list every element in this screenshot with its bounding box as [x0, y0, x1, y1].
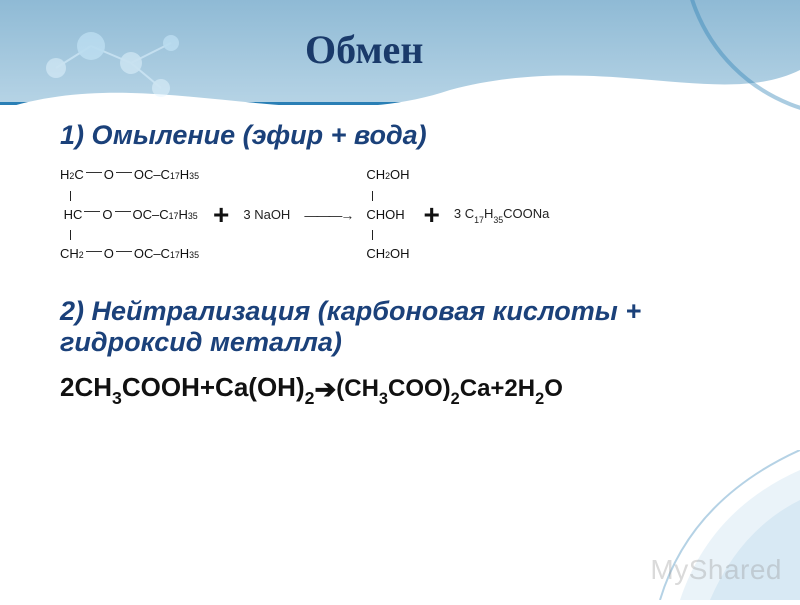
slide-content: 1) Омыление (эфир + вода) H2COOC–C17H35 … — [60, 120, 750, 407]
soap-product: 3 C17H35COONa — [454, 206, 550, 224]
eq-lhs1-sub: 3 — [112, 388, 122, 408]
plus-2: + — [418, 199, 446, 231]
section-1-text: Омыление (эфир + вода) — [92, 120, 427, 150]
eq-arrow: ➔ — [314, 374, 336, 405]
eq-rhs4: O — [544, 375, 563, 402]
section-1-heading: 1) Омыление (эфир + вода) — [60, 120, 750, 151]
molecule-decoration — [36, 28, 216, 98]
eq-lhs1: 2CH — [60, 372, 112, 402]
triglyceride-structure: H2COOC–C17H35 HCOOC–C17H35 CH2OOC–C17H35 — [60, 165, 199, 264]
watermark: MyShared — [650, 554, 782, 586]
eq-rhs2: COO) — [388, 375, 451, 402]
page-title: Обмен — [305, 26, 423, 73]
eq-rhs2-sub: 2 — [451, 390, 460, 408]
eq-lhs2: COOH+Ca(OH) — [122, 372, 305, 402]
eq-rhs1-sub: 3 — [379, 390, 388, 408]
eq-rhs3: Ca+2H — [460, 375, 535, 402]
reaction-1: H2COOC–C17H35 HCOOC–C17H35 CH2OOC–C17H35… — [60, 165, 750, 264]
eq-rhs3-sub: 2 — [535, 390, 544, 408]
reaction-arrow: ———→ — [298, 207, 358, 223]
equation-2: 2CH3COOH+Ca(OH)2➔(CH3COO)2Ca+2H2O — [60, 372, 750, 407]
eq-lhs2-sub: 2 — [305, 388, 315, 408]
section-1-number: 1) — [60, 120, 84, 150]
section-2-heading: 2) Нейтрализация (карбоновая кислоты + г… — [60, 296, 750, 358]
reagent-naoh: 3 NaOH — [243, 207, 290, 222]
plus-1: + — [207, 199, 235, 231]
eq-rhs1: (CH — [336, 375, 379, 402]
glycerol-structure: CH2OH CHOH CH2OH — [366, 165, 409, 264]
